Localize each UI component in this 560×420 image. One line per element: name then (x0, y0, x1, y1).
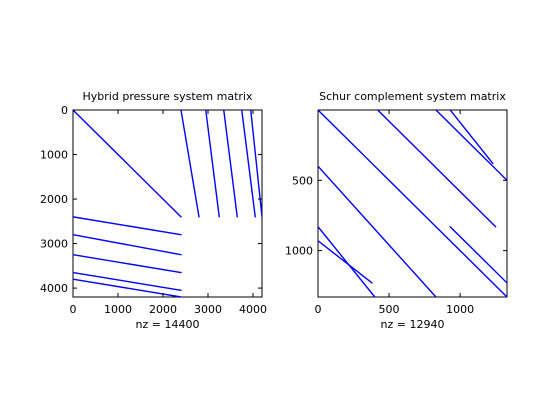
y-tick-label: 1000 (285, 245, 313, 258)
x-tick-label: 1000 (104, 303, 132, 316)
y-tick-label: 1000 (40, 149, 68, 162)
x-tick-label: 0 (70, 303, 77, 316)
x-tick-label: 4000 (239, 303, 267, 316)
x-tick-label: 0 (315, 303, 322, 316)
chart-hybrid-pressure: 0 1000 2000 3000 400001000200030004000Hybrid… (40, 90, 267, 331)
nonzero-band-8 (73, 254, 182, 274)
nonzero-band-4 (318, 165, 437, 297)
x-tick-label: 3000 (194, 303, 222, 316)
nonzero-band-2 (435, 110, 507, 182)
chart-title: Hybrid pressure system matrix (83, 90, 253, 103)
nonzero-band-3 (223, 110, 238, 218)
nonzero-band-3 (449, 110, 494, 165)
x-tick-label: 1000 (446, 303, 474, 316)
nonzero-band-7 (73, 233, 182, 256)
nonzero-band-6 (318, 240, 373, 284)
nonzero-band-7 (435, 225, 507, 297)
nonzero-band-6 (73, 216, 182, 236)
nonzero-band-1 (180, 110, 200, 218)
nonzero-band-9 (73, 271, 182, 292)
x-axis-label: nz = 12940 (381, 318, 445, 331)
y-tick-label: 2000 (40, 193, 68, 206)
y-tick-label: 3000 (40, 238, 68, 251)
x-tick-label: 2000 (149, 303, 177, 316)
y-tick-label: 4000 (40, 282, 68, 295)
x-axis-label: nz = 14400 (136, 318, 200, 331)
chart-title: Schur complement system matrix (319, 90, 506, 103)
nonzero-band-4 (241, 110, 256, 218)
sparsity-pattern (318, 110, 507, 297)
x-tick-label: 500 (379, 303, 400, 316)
y-tick-label: 0 (61, 104, 68, 117)
nonzero-band-8 (449, 225, 507, 284)
nonzero-band-0 (318, 110, 437, 228)
nonzero-band-5 (318, 225, 376, 297)
y-tick-label: 500 (292, 174, 313, 187)
nonzero-band-1 (376, 110, 497, 228)
nonzero-band-0 (73, 110, 182, 218)
chart-schur-complement: 0 500 1000 500 1000 Schur complement system m… (285, 90, 508, 331)
nonzero-band-2 (205, 110, 220, 218)
